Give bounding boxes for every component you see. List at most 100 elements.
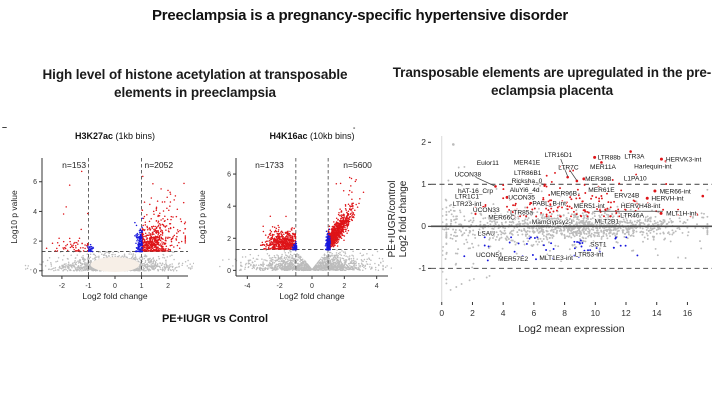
gene-label: LTR16D1	[545, 152, 573, 159]
x-tick-label: -1	[85, 283, 91, 290]
gene-label: PABL_B-int	[532, 200, 566, 207]
gene-label: Eulor11	[477, 160, 500, 167]
gene-label: MLT2B1	[595, 219, 620, 226]
x-tick-label: 14	[652, 308, 662, 318]
y-tick-label: 2	[421, 137, 426, 147]
x-axis-label: Log2 fold change	[279, 291, 344, 301]
gene-label: L1PA10	[624, 176, 647, 183]
gene-label: LTR53-int	[575, 251, 604, 258]
x-axis-label: Log2 mean expression	[518, 323, 624, 335]
y-tick-label: 6	[227, 172, 231, 179]
x-tick-label: 8	[562, 308, 567, 318]
volcano-comparison-caption: PE+IUGR vs Control	[161, 313, 269, 325]
gene-label: UCON35	[508, 195, 535, 202]
x-tick-label: 6	[532, 308, 537, 318]
gene-label: SST1	[590, 242, 607, 249]
n-count-right: n=2052	[144, 160, 173, 170]
plot-title: H3K27ac (1kb bins)	[75, 131, 155, 141]
gene-label: MamGypsy2-I	[532, 219, 573, 226]
crop-artifact-dash-left: –	[2, 122, 8, 132]
gene-label: UCON51	[476, 252, 503, 259]
gene-label: LTR1C1	[455, 194, 479, 201]
y-axis-label-line: Log2 fold change	[398, 180, 409, 257]
y-axis-label: Log10 p value	[197, 190, 207, 244]
gene-label: LTR3A	[624, 153, 645, 160]
x-tick-label: 1	[140, 283, 144, 290]
gene-label: LSAU	[478, 230, 495, 237]
label-leader-line	[535, 182, 545, 185]
gene-label: AluYi6_4d	[510, 187, 540, 194]
y-tick-label: 4	[227, 204, 231, 211]
x-tick-label: 4	[375, 283, 379, 290]
y-tick-label: -1	[418, 263, 426, 273]
y-tick-label: 4	[33, 209, 37, 216]
x-tick-label: 10	[591, 308, 601, 318]
volcano-plot-h3k27ac: -2 -1 0 1 2 0 2 4 6 H3K27ac (1kb bins) n=153 n=2052…	[9, 131, 194, 301]
x-tick-label: 0	[439, 308, 444, 318]
crop-artifact-dash-right: -	[353, 125, 356, 132]
volcano-plot-h4k16ac: -4 -2 0 2 4 0 2 4 6 H4K16ac (10kb bins) n=1733 n=56…	[197, 131, 392, 301]
left-panel-heading: High level of histone acetylation at tra…	[42, 67, 348, 100]
gene-label: HERVH-int	[651, 195, 683, 202]
gene-label: MER66C	[488, 215, 515, 222]
x-tick-label: 2	[470, 308, 475, 318]
gene-label: LTR23-int	[453, 201, 482, 208]
x-tick-label: 12	[621, 308, 631, 318]
x-tick-label: -4	[244, 283, 250, 290]
y-tick-label: 6	[33, 179, 37, 186]
x-tick-label: 4	[501, 308, 506, 318]
gene-label: MLT1E3-int	[539, 255, 573, 262]
gene-label: MER51-int	[574, 203, 605, 210]
y-tick-label: 2	[227, 236, 231, 243]
y-axis-label: Log10 p value	[9, 190, 19, 244]
x-tick-label: -2	[59, 283, 65, 290]
gene-label: LTR88b	[598, 155, 621, 162]
x-tick-label: 2	[342, 283, 346, 290]
density-highlight	[90, 257, 140, 272]
n-count-left: n=1733	[255, 160, 284, 170]
plot-title: H4K16ac (10kb bins)	[269, 131, 354, 141]
page-title: Preeclampsia is a pregnancy-specific hyp…	[151, 7, 569, 24]
y-tick-label: 0	[227, 268, 231, 275]
gene-label: HERVK3-int	[666, 156, 702, 163]
gene-label: Ricksha_0	[512, 178, 543, 185]
gene-label: MER66-int	[660, 188, 691, 195]
gene-label: LTR86B1	[514, 170, 542, 177]
gene-label: MER61E	[588, 187, 615, 194]
gene-label: LTR85a	[510, 209, 533, 216]
label-leader-line	[475, 176, 495, 187]
x-tick-label: 2	[166, 283, 170, 290]
gene-label: MER96B	[551, 190, 578, 197]
x-tick-label: 0	[113, 283, 117, 290]
gene-label: UCON38	[454, 171, 481, 178]
gene-label: MER57E2	[498, 256, 528, 263]
gene-label: HERVH48-int	[621, 203, 661, 210]
gene-label: MER41E	[514, 159, 541, 166]
y-tick-label: 2	[33, 239, 37, 246]
label-leader-line	[569, 170, 577, 181]
gene-label: MLT1H-int	[666, 211, 696, 218]
n-count-right: n=5600	[343, 160, 372, 170]
x-tick-label: -2	[277, 283, 283, 290]
gene-label: MER39B	[585, 176, 612, 183]
right-panel-heading: Transposable elements are upregulated in…	[392, 65, 712, 98]
y-tick-label: 1	[421, 179, 426, 189]
x-axis-label: Log2 fold change	[82, 291, 147, 301]
scatter-points-significant	[451, 143, 705, 262]
gene-label: UCON33	[473, 207, 500, 214]
gene-label: MER11A	[590, 164, 616, 171]
density-gap	[296, 249, 328, 269]
gene-label: ERV24B	[614, 192, 640, 199]
gene-label: LTR46A	[620, 213, 644, 220]
x-tick-label: 16	[683, 308, 693, 318]
gene-label: hAT-16_Crp	[458, 188, 493, 195]
n-count-left: n=153	[62, 160, 86, 170]
y-tick-label: 0	[421, 221, 426, 231]
label-leader-line	[560, 158, 569, 177]
gene-label: LTR7C	[558, 165, 579, 172]
scatter-points-significant	[45, 170, 187, 253]
x-tick-label: 0	[310, 283, 314, 290]
scatter-points-significant	[259, 176, 365, 251]
